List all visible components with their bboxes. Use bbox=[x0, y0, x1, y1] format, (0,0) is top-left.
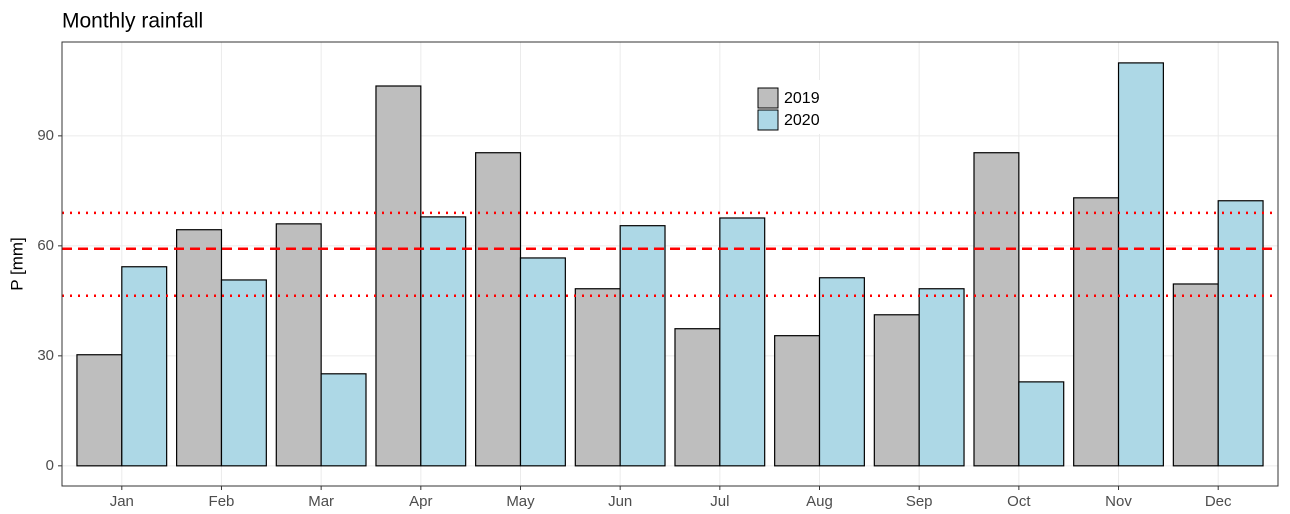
bar bbox=[275, 223, 322, 467]
legend-label: 2020 bbox=[784, 112, 820, 129]
bar bbox=[973, 152, 1020, 467]
bar bbox=[1018, 381, 1065, 467]
x-tick-label: Dec bbox=[1205, 493, 1232, 510]
bar bbox=[1172, 283, 1219, 467]
bar bbox=[320, 373, 367, 467]
bar bbox=[375, 85, 422, 467]
bar bbox=[818, 277, 865, 467]
x-tick-label: Feb bbox=[209, 493, 235, 510]
bar bbox=[574, 288, 621, 467]
bar bbox=[774, 335, 821, 467]
bar bbox=[674, 328, 721, 467]
legend-swatch bbox=[757, 109, 779, 131]
bar bbox=[220, 279, 267, 467]
legend-label: 2019 bbox=[784, 90, 820, 107]
x-tick-label: Jun bbox=[608, 493, 632, 510]
x-tick-label: Oct bbox=[1007, 493, 1031, 510]
bar bbox=[475, 152, 522, 467]
bar bbox=[719, 217, 766, 467]
bar bbox=[121, 266, 168, 467]
bar bbox=[1217, 200, 1264, 467]
chart-title: Monthly rainfall bbox=[62, 10, 203, 33]
x-tick-label: Jul bbox=[710, 493, 729, 510]
y-axis-label: P [mm] bbox=[7, 237, 26, 291]
bar bbox=[1117, 62, 1164, 467]
bar bbox=[1073, 197, 1120, 467]
x-tick-label: Jan bbox=[110, 493, 134, 510]
bar bbox=[619, 225, 666, 467]
x-tick-label: Sep bbox=[906, 493, 933, 510]
x-tick-label: May bbox=[506, 493, 535, 510]
y-tick-label: 60 bbox=[37, 237, 54, 254]
x-tick-label: Apr bbox=[409, 493, 432, 510]
y-tick-label: 30 bbox=[37, 347, 54, 364]
legend-swatch bbox=[757, 87, 779, 109]
y-tick-label: 0 bbox=[46, 457, 54, 474]
bar bbox=[873, 314, 920, 467]
x-tick-label: Mar bbox=[308, 493, 334, 510]
x-tick-label: Nov bbox=[1105, 493, 1132, 510]
bar bbox=[519, 257, 566, 467]
x-tick-label: Aug bbox=[806, 493, 833, 510]
bar bbox=[420, 216, 467, 467]
bar bbox=[176, 229, 223, 467]
y-tick-label: 90 bbox=[37, 127, 54, 144]
plot-border bbox=[61, 41, 1279, 487]
bar bbox=[76, 354, 123, 467]
bar bbox=[918, 288, 965, 467]
